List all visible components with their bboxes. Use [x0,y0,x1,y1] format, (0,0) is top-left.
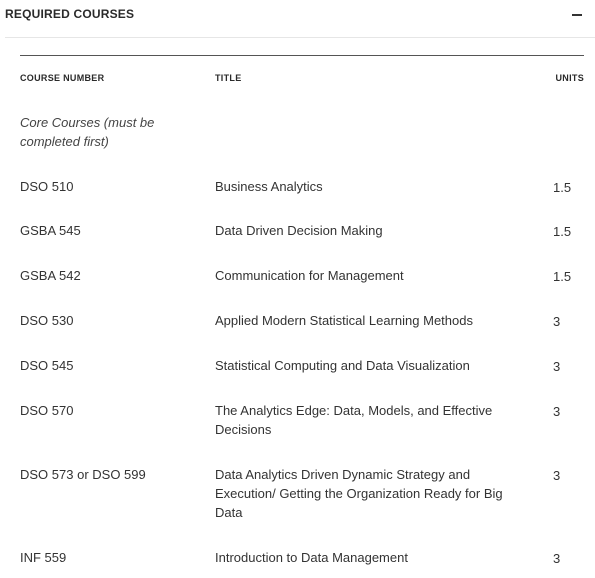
course-title: Data Analytics Driven Dynamic Strategy a… [215,467,503,520]
course-units: 1.5 [553,180,572,195]
course-units: 3 [553,359,561,374]
course-units: 3 [553,314,561,329]
course-title: Introduction to Data Management [215,550,408,565]
courses-table: COURSE NUMBER TITLE UNITS [20,55,584,100]
course-units: 3 [553,404,561,419]
course-units: 3 [553,468,561,483]
course-title: Data Driven Decision Making [215,223,383,238]
course-number: DSO 510 [20,179,74,194]
course-number: DSO 530 [20,313,74,328]
minus-icon[interactable] [572,14,582,16]
course-number: DSO 545 [20,358,74,373]
course-title: Communication for Management [215,268,404,283]
course-title: Business Analytics [215,179,323,194]
section-title: REQUIRED COURSES [5,7,135,21]
course-number: GSBA 542 [20,268,81,283]
course-number: INF 559 [20,550,67,565]
group-label-core-courses: Core Courses (must be completed first) [20,115,155,149]
course-number: GSBA 545 [20,223,81,238]
course-title: Statistical Computing and Data Visualiza… [215,358,470,373]
course-title: The Analytics Edge: Data, Models, and Ef… [215,403,493,437]
course-units: 1.5 [553,269,572,284]
course-units: 1.5 [553,224,572,239]
course-number: DSO 573 or DSO 599 [20,467,146,482]
section-header[interactable]: REQUIRED COURSES [5,0,595,38]
header-units: UNITS [555,73,584,83]
course-number: DSO 570 [20,403,74,418]
course-units: 3 [553,551,561,566]
header-course-number: COURSE NUMBER [20,73,105,83]
header-title: TITLE [215,73,242,83]
course-title: Applied Modern Statistical Learning Meth… [215,313,473,328]
table-header-row: COURSE NUMBER TITLE UNITS [20,56,584,100]
